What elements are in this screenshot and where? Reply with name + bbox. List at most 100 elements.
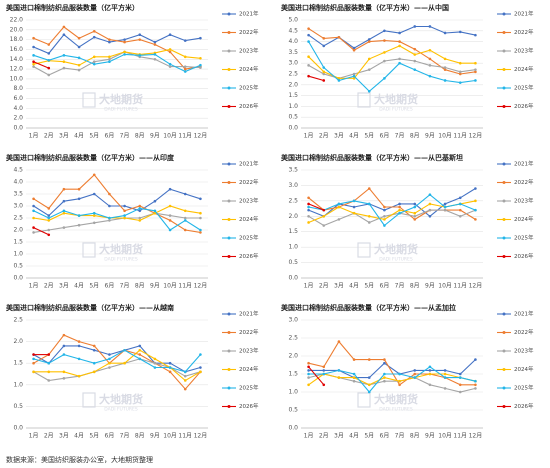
data-point [413, 205, 417, 209]
data-point [383, 208, 386, 212]
y-tick-label: 0.5 [288, 407, 298, 414]
legend-dot [502, 405, 506, 408]
legend-label: 2022年 [239, 178, 259, 186]
data-point [32, 216, 35, 220]
data-point [123, 40, 126, 44]
x-tick-label: 3月 [59, 283, 69, 290]
data-point [337, 218, 341, 221]
data-point [77, 45, 81, 49]
y-tick-label: 1.0 [288, 103, 298, 110]
legend-dot [502, 236, 506, 240]
chart-title: 美国进口棉制纺织品服装数量（亿平方米）——从印度 [6, 153, 175, 162]
data-point [474, 61, 477, 65]
data-point [474, 33, 477, 37]
data-point [138, 353, 142, 356]
data-point [32, 54, 35, 57]
series-line [308, 209, 476, 227]
y-tick-label: 20.0 [10, 26, 24, 33]
data-point [47, 228, 51, 232]
data-point [123, 50, 126, 54]
x-tick-label: 6月 [105, 133, 115, 140]
data-point [413, 214, 417, 218]
data-point [138, 207, 142, 210]
legend-label: 2022年 [514, 178, 534, 186]
data-point [458, 376, 462, 379]
data-point [352, 199, 356, 203]
data-point [32, 62, 35, 66]
chart-panel: 美国进口棉制纺织品服装数量（亿平方米） 0.0 2.0 4.0 6.0 8.0 10.0 12… [6, 3, 259, 140]
x-tick-label: 11月 [453, 283, 467, 290]
data-point [153, 57, 157, 61]
data-point [92, 35, 96, 39]
data-point [108, 57, 111, 61]
data-point [183, 219, 187, 222]
x-tick-label: 4月 [74, 433, 84, 440]
data-point [307, 40, 310, 43]
y-tick-label: 2.5 [288, 335, 298, 342]
y-tick-label: 3.0 [288, 317, 298, 324]
data-point [352, 358, 356, 361]
y-tick-label: 3.0 [13, 203, 23, 210]
data-point [153, 361, 157, 365]
x-tick-label: 12月 [469, 283, 483, 290]
series-line [33, 173, 201, 233]
data-point [383, 39, 386, 42]
data-point [199, 63, 202, 67]
data-point [47, 379, 51, 382]
watermark: 大地期货 [99, 392, 143, 406]
watermark: 大地期货 [374, 242, 418, 256]
data-point [337, 376, 341, 379]
legend-label: 2021年 [514, 310, 534, 318]
legend-label: 2024年 [514, 65, 534, 73]
data-point [413, 59, 417, 63]
data-point [62, 187, 66, 191]
data-point [428, 64, 432, 67]
data-point [383, 372, 386, 376]
y-tick-label: 5.0 [288, 17, 298, 24]
data-point [428, 202, 432, 206]
data-point [352, 74, 356, 78]
data-point [352, 376, 356, 379]
x-tick-label: 3月 [334, 133, 344, 140]
legend-dot [502, 12, 506, 16]
legend-dot [502, 368, 506, 371]
data-point [458, 30, 462, 34]
y-tick-label: 2.5 [288, 197, 298, 204]
y-tick-label: 2.0 [288, 353, 298, 360]
data-point [474, 68, 477, 71]
data-point [123, 204, 126, 208]
data-point [199, 353, 202, 356]
y-tick-label: 2.0 [13, 227, 23, 234]
data-point [322, 72, 326, 76]
data-point [383, 214, 386, 218]
legend-label: 2025年 [239, 384, 259, 392]
data-point [322, 37, 326, 40]
legend-label: 2024年 [239, 215, 259, 223]
x-tick-label: 9月 [150, 433, 160, 440]
data-point [367, 383, 371, 387]
x-tick-label: 2月 [44, 283, 54, 290]
data-point [123, 361, 126, 365]
x-tick-label: 2月 [319, 133, 329, 140]
y-tick-label: 1.0 [288, 244, 298, 251]
legend-label: 2025年 [239, 234, 259, 242]
data-point [199, 370, 202, 374]
data-point [307, 383, 310, 387]
x-tick-label: 3月 [334, 433, 344, 440]
data-point [32, 197, 35, 201]
data-point [168, 187, 172, 191]
data-point [322, 66, 326, 69]
legend-label: 2023年 [514, 347, 534, 355]
x-tick-label: 11月 [453, 133, 467, 140]
data-point [398, 208, 401, 212]
data-point [458, 72, 462, 76]
series-line [308, 359, 476, 379]
x-tick-label: 8月 [135, 433, 145, 440]
data-point [398, 44, 401, 48]
data-point [77, 223, 81, 227]
data-point [458, 202, 462, 206]
series-line [33, 205, 201, 221]
data-point [199, 366, 202, 369]
data-point [77, 340, 81, 343]
data-point [32, 45, 35, 49]
